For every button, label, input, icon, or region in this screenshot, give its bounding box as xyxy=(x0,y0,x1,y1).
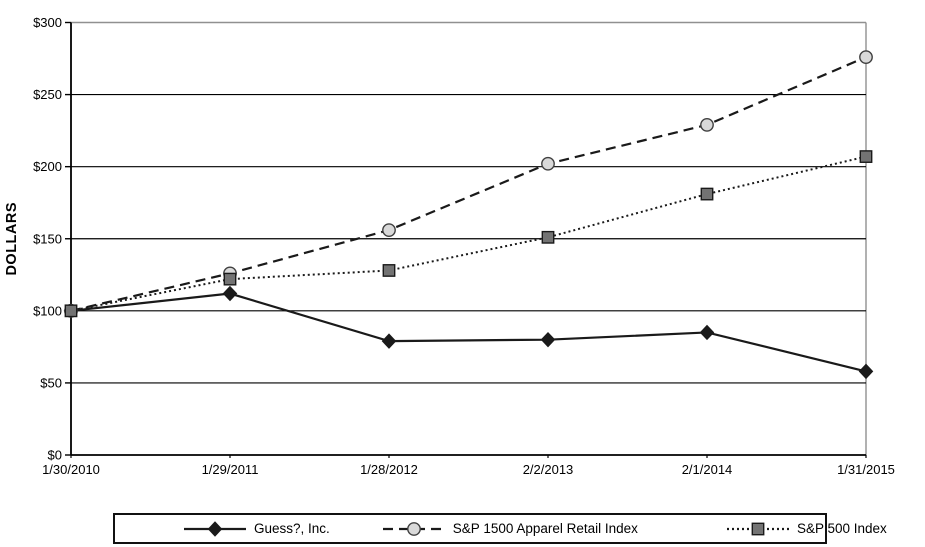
legend-label-apparel-index: S&P 1500 Apparel Retail Index xyxy=(452,521,638,536)
legend-item-apparel-index: S&P 1500 Apparel Retail Index xyxy=(382,521,638,537)
data-point-marker xyxy=(381,333,397,349)
legend-swatch-marker xyxy=(406,521,421,536)
x-tick-label: 1/31/2015 xyxy=(837,462,895,477)
x-tick-label: 2/2/2013 xyxy=(523,462,574,477)
data-point-marker xyxy=(540,331,556,348)
sp500-line-square-icon xyxy=(726,522,789,535)
plot-area: $0 $50 $100 $150 $200 $250 $300 1/30/2010 1/29/2… xyxy=(4,15,895,477)
y-tick-label: $100 xyxy=(33,303,62,318)
data-point-marker xyxy=(858,363,874,380)
apparel-line-circle-icon xyxy=(382,521,445,536)
y-axis-title: DOLLARS xyxy=(4,202,20,276)
legend-item-guess: Guess?, Inc. xyxy=(183,520,330,537)
data-point-marker xyxy=(382,223,396,238)
x-tick-label: 2/1/2014 xyxy=(682,462,733,477)
series-line-0 xyxy=(70,292,867,373)
legend: Guess?, Inc. S&P 1500 Apparel Retail Ind… xyxy=(113,513,887,544)
data-point-marker xyxy=(541,230,555,244)
legend-item-sp500-index: S&P 500 Index xyxy=(726,521,887,537)
data-point-marker xyxy=(859,150,873,163)
y-tick-label: $50 xyxy=(40,375,62,390)
y-tick-label: $150 xyxy=(33,231,62,246)
x-tick-label: 1/30/2010 xyxy=(42,462,100,477)
legend-label-guess: Guess?, Inc. xyxy=(254,521,330,536)
legend-swatch-marker xyxy=(751,522,765,535)
series-line-1 xyxy=(70,56,867,312)
legend-swatch-marker xyxy=(207,520,223,537)
data-point-marker xyxy=(222,285,238,302)
data-point-marker xyxy=(382,264,396,277)
data-point-marker xyxy=(700,117,714,132)
data-point-marker xyxy=(699,324,715,341)
y-tick-label: $300 xyxy=(33,15,62,30)
data-point-marker xyxy=(541,156,555,171)
guess-line-diamond-icon xyxy=(184,520,246,537)
data-point-marker xyxy=(700,187,714,201)
y-tick-label: $200 xyxy=(33,159,62,174)
data-point-marker xyxy=(223,272,237,286)
data-point-marker xyxy=(64,304,78,318)
data-point-marker xyxy=(859,50,873,64)
series-line-2 xyxy=(70,155,867,312)
legend-label-sp500-index: S&P 500 Index xyxy=(796,521,887,536)
y-tick-label: $250 xyxy=(33,87,62,102)
x-tick-label: 1/29/2011 xyxy=(202,462,259,477)
x-tick-label: 1/28/2012 xyxy=(360,462,418,477)
y-tick-label: $0 xyxy=(48,448,62,463)
